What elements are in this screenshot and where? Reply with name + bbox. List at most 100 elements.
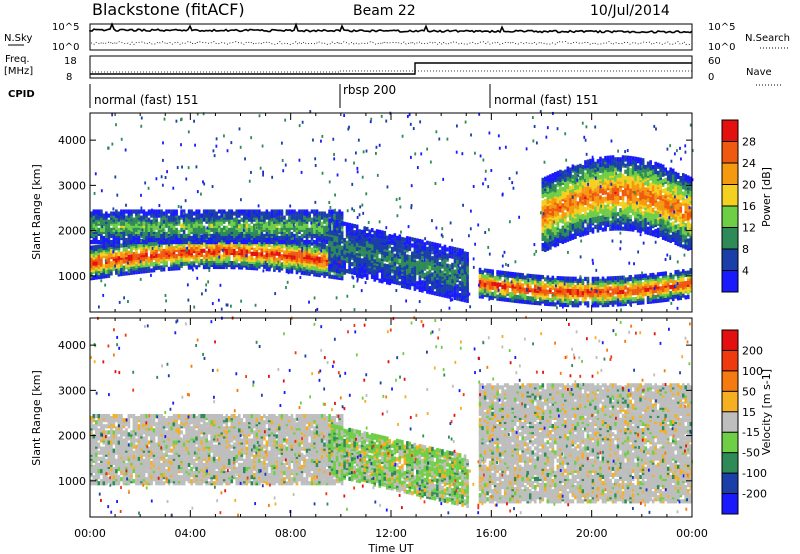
- data-cell: [686, 286, 690, 291]
- beam-title: Beam 22: [353, 3, 416, 19]
- data-cell: [564, 292, 567, 297]
- data-cell: [145, 266, 148, 272]
- data-cell: [436, 243, 439, 248]
- data-cell: [253, 257, 256, 263]
- data-cell: [518, 289, 522, 294]
- data-cell: [581, 213, 585, 219]
- data-cell: [210, 239, 213, 245]
- data-cell: [333, 221, 336, 226]
- data-cell: [318, 256, 321, 261]
- data-cell: [681, 293, 685, 298]
- data-cell: [102, 268, 106, 273]
- data-cell: [433, 277, 437, 282]
- data-cell: [335, 248, 339, 253]
- data-cell: [401, 236, 404, 242]
- data-cell: [401, 245, 404, 250]
- data-cell: [556, 217, 560, 222]
- data-cell: [413, 254, 417, 259]
- data-cell: [549, 297, 552, 303]
- data-cell: [496, 294, 499, 299]
- data-cell: [137, 243, 141, 248]
- data-cell: [574, 290, 577, 296]
- data-cell: [423, 282, 427, 288]
- data-cell: [210, 256, 213, 261]
- data-cell: [345, 232, 349, 237]
- data-cell: [441, 260, 444, 265]
- data-cell: [110, 271, 113, 276]
- data-cell: [380, 269, 384, 274]
- data-cell: [616, 298, 620, 303]
- data-cell: [290, 239, 294, 245]
- data-cell: [140, 231, 143, 237]
- data-cell: [649, 273, 652, 278]
- data-cell: [536, 301, 540, 306]
- data-cell: [589, 282, 592, 288]
- data-cell: [621, 293, 625, 299]
- data-cell: [268, 242, 271, 247]
- data-cell: [516, 282, 520, 287]
- data-cell: [511, 271, 514, 277]
- data-cell: [338, 271, 341, 276]
- data-cell: [167, 246, 171, 251]
- data-cell: [192, 211, 196, 216]
- data-cell: [451, 293, 454, 298]
- data-cell: [631, 276, 635, 282]
- data-cell: [528, 296, 532, 301]
- data-cell: [518, 295, 522, 300]
- data-cell: [308, 211, 311, 216]
- data-cell: [273, 209, 276, 214]
- data-cell: [102, 235, 106, 241]
- data-cell: [187, 227, 191, 232]
- data-cell: [100, 244, 103, 249]
- data-cell: [197, 237, 201, 243]
- data-cell: [589, 228, 592, 233]
- data-cell: [601, 276, 605, 281]
- data-cell: [240, 223, 244, 228]
- data-cell: [305, 250, 309, 256]
- data-cell: [378, 262, 382, 267]
- data-cell: [160, 265, 163, 270]
- data-cell: [313, 209, 316, 214]
- data-cell: [549, 302, 552, 307]
- data-cell: [589, 203, 592, 208]
- data-cell: [182, 229, 186, 234]
- data-cell: [313, 239, 316, 245]
- data-cell: [318, 242, 321, 247]
- data-cell: [215, 231, 219, 237]
- data-cell: [102, 213, 106, 218]
- data-cell: [348, 226, 351, 232]
- data-cell: [664, 287, 668, 292]
- data-cell: [298, 225, 301, 230]
- data-cell: [358, 229, 361, 234]
- data-cell: [115, 252, 118, 257]
- data-cell: [614, 300, 617, 305]
- data-cell: [180, 257, 183, 262]
- data-cell: [614, 276, 617, 281]
- data-cell: [564, 288, 567, 293]
- data-cell: [363, 256, 367, 262]
- data-cell: [671, 274, 675, 279]
- data-cell: [559, 282, 562, 287]
- data-cell: [222, 225, 226, 230]
- data-cell: [453, 257, 457, 262]
- data-cell: [152, 217, 156, 222]
- data-cell: [308, 239, 311, 245]
- data-cell: [478, 267, 482, 272]
- data-cell: [260, 211, 264, 216]
- data-cell: [544, 176, 547, 181]
- data-cell: [162, 267, 166, 272]
- data-cell: [388, 264, 392, 269]
- data-cell: [388, 268, 392, 273]
- data-cell: [175, 227, 178, 232]
- data-cell: [451, 250, 454, 255]
- data-cell: [378, 278, 382, 283]
- data-cell: [333, 237, 336, 242]
- data-cell: [431, 241, 434, 247]
- data-cell: [330, 259, 334, 264]
- data-cell: [666, 275, 670, 280]
- data-cell: [594, 188, 597, 193]
- data-cell: [651, 299, 655, 304]
- data-cell: [393, 277, 397, 283]
- data-cell: [310, 247, 314, 252]
- data-cell: [147, 268, 151, 273]
